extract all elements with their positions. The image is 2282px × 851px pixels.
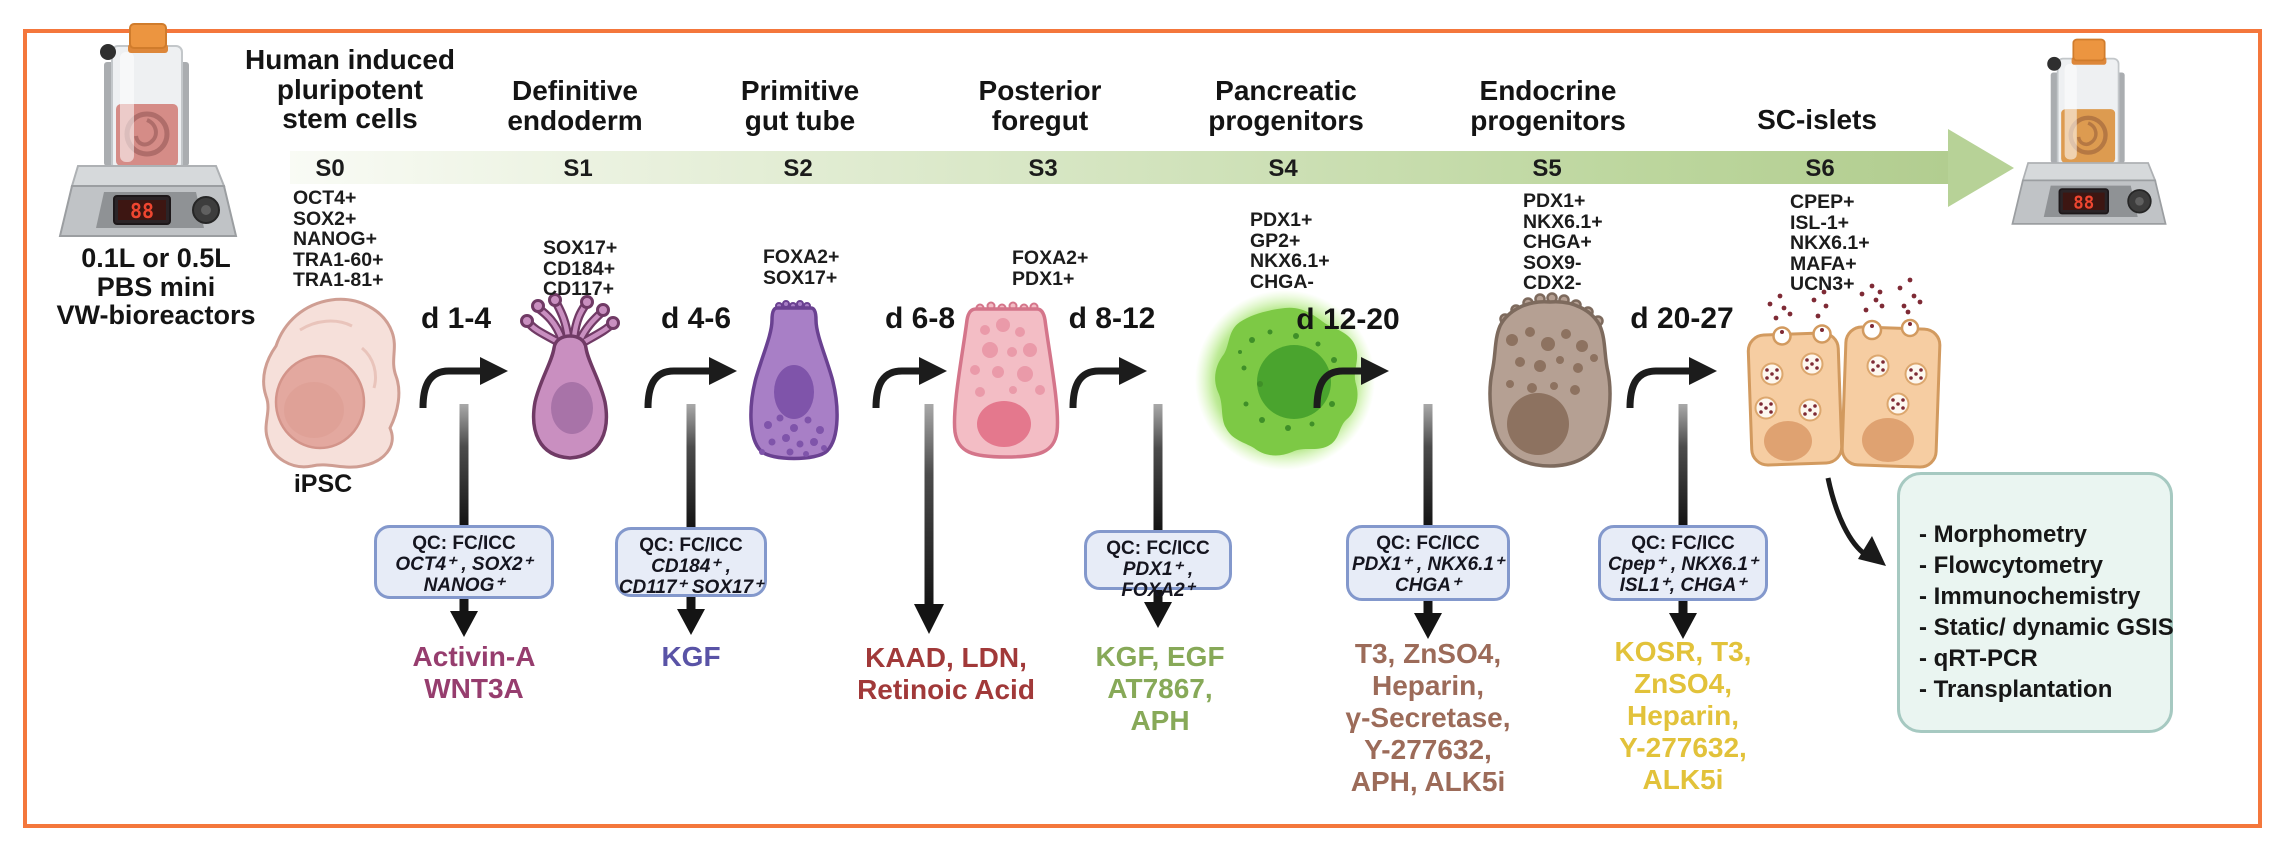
transition-6-treatment: KOSR, T3, ZnSO4, Heparin, Y-277632, ALK5… (1614, 636, 1752, 795)
analysis-item: - Morphometry (1919, 521, 2087, 548)
qc-markers: PDX1⁺ , FOXA2⁺ (1121, 559, 1195, 601)
qc-box-2: QC: FC/ICC CD184⁺ , CD117⁺ SOX17⁺ (615, 527, 767, 598)
transition-1-treatment: Activin-A WNT3A (412, 641, 536, 704)
qc-box-1: QC: FC/ICC OCT4⁺ , SOX2⁺ NANOG⁺ (374, 525, 554, 599)
transition-5-treatment: T3, ZnSO4, Heparin, γ-Secretase, Y-27763… (1345, 638, 1511, 797)
qc-markers: PDX1⁺ , NKX6.1⁺ CHGA⁺ (1351, 554, 1505, 596)
stage-header-s4: Pancreatic progenitors (1208, 75, 1364, 136)
qc-box-4: QC: FC/ICC PDX1⁺ , NKX6.1⁺ CHGA⁺ (1346, 525, 1510, 601)
stage-markers-s5: PDX1+ NKX6.1+ CHGA+ SOX9- CDX2- (1523, 190, 1603, 295)
qc-box-5: QC: FC/ICC Cpep⁺ , NKX6.1⁺ ISL1⁺, CHGA⁺ (1598, 525, 1768, 601)
stage-header-s6: SC-islets (1757, 104, 1877, 135)
analyses-panel: - Morphometry - Flowcytometry - Immunoch… (1897, 472, 2174, 733)
qc-assay-label: QC: FC/ICC (1376, 533, 1480, 554)
stage-markers-s1: SOX17+ CD184+ CD117+ (543, 237, 618, 301)
transition-4-treatment: KGF, EGF AT7867, APH (1095, 641, 1225, 736)
transition-1-day-range: d 1-4 (420, 302, 492, 335)
qc-assay-label: QC: FC/ICC (639, 535, 743, 556)
analysis-item: - Transplantation (1919, 676, 2113, 703)
stage-markers-s2: FOXA2+ SOX17+ (763, 246, 840, 289)
stage-markers-s3: FOXA2+ PDX1+ (1012, 247, 1089, 290)
transition-3-treatment: KAAD, LDN, Retinoic Acid (857, 642, 1035, 705)
analysis-item: - Immunochemistry (1919, 583, 2141, 610)
stage-header-s0: Human induced pluripotent stem cells (244, 44, 456, 134)
transition-2-treatment: KGF (661, 641, 721, 672)
stage-band-label-s5: S5 (1532, 155, 1562, 182)
ipsc-cell-label: iPSC (293, 470, 353, 498)
flow-arrow-head-icon (1948, 129, 2014, 207)
analysis-item: - qRT-PCR (1919, 645, 2038, 672)
qc-markers: CD184⁺ , CD117⁺ SOX17⁺ (618, 556, 764, 598)
transition-5-day-range: d 12-20 (1296, 303, 1400, 336)
qc-assay-label: QC: FC/ICC (1631, 533, 1735, 554)
stage-markers-s6: CPEP+ ISL-1+ NKX6.1+ MAFA+ UCN3+ (1790, 191, 1870, 296)
qc-assay-label: QC: FC/ICC (412, 533, 516, 554)
stage-band-label-s1: S1 (563, 155, 593, 182)
stage-header-s5: Endocrine progenitors (1470, 75, 1626, 136)
qc-box-3: QC: FC/ICC PDX1⁺ , FOXA2⁺ (1084, 530, 1232, 601)
qc-markers: OCT4⁺ , SOX2⁺ NANOG⁺ (395, 554, 533, 596)
analysis-item: - Static/ dynamic GSIS (1919, 614, 2174, 641)
bioreactor-label: 0.1L or 0.5L PBS mini VW-bioreactors (56, 243, 256, 330)
stage-band-label-s4: S4 (1268, 155, 1298, 182)
stage-band-label-s3: S3 (1028, 155, 1058, 182)
stage-markers-s0: OCT4+ SOX2+ NANOG+ TRA1-60+ TRA1-81+ (293, 187, 384, 292)
transition-4-day-range: d 8-12 (1068, 302, 1156, 335)
stage-header-s3: Posterior foregut (978, 75, 1102, 136)
transition-6-day-range: d 20-27 (1630, 302, 1734, 335)
analysis-item: - Flowcytometry (1919, 552, 2104, 579)
stage-header-s1: Definitive endoderm (507, 75, 643, 136)
figure-border (23, 29, 2262, 828)
stage-band-label-s2: S2 (783, 155, 813, 182)
stage-header-s2: Primitive gut tube (740, 75, 860, 136)
qc-markers: Cpep⁺ , NKX6.1⁺ ISL1⁺, CHGA⁺ (1608, 554, 1758, 596)
transition-2-day-range: d 4-6 (660, 302, 732, 335)
transition-3-day-range: d 6-8 (884, 302, 956, 335)
differentiation-flow-arrow (290, 151, 1950, 184)
stage-band-label-s0: S0 (315, 155, 345, 182)
stage-band-label-s6: S6 (1805, 155, 1835, 182)
stage-markers-s4: PDX1+ GP2+ NKX6.1+ CHGA- (1250, 209, 1330, 293)
qc-assay-label: QC: FC/ICC (1106, 538, 1210, 559)
